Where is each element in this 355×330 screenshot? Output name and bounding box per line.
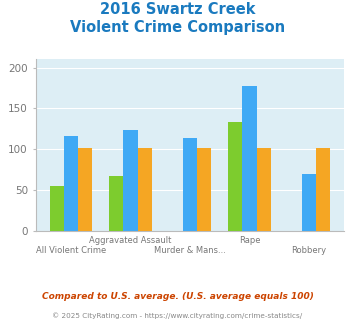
Text: © 2025 CityRating.com - https://www.cityrating.com/crime-statistics/: © 2025 CityRating.com - https://www.city… <box>53 312 302 318</box>
Text: All Violent Crime: All Violent Crime <box>36 246 106 255</box>
Bar <box>78 148 92 231</box>
Bar <box>123 130 138 231</box>
Text: Robbery: Robbery <box>291 246 327 255</box>
Bar <box>197 148 211 231</box>
Text: 2016 Swartz Creek: 2016 Swartz Creek <box>100 2 255 16</box>
Bar <box>109 176 123 231</box>
Bar <box>228 122 242 231</box>
Text: Murder & Mans...: Murder & Mans... <box>154 246 226 255</box>
Text: Aggravated Assault: Aggravated Assault <box>89 236 171 245</box>
Bar <box>302 174 316 231</box>
Bar <box>242 85 257 231</box>
Bar <box>50 186 64 231</box>
Bar <box>257 148 271 231</box>
Text: Violent Crime Comparison: Violent Crime Comparison <box>70 20 285 35</box>
Bar <box>316 148 330 231</box>
Text: Compared to U.S. average. (U.S. average equals 100): Compared to U.S. average. (U.S. average … <box>42 292 313 301</box>
Bar <box>138 148 152 231</box>
Bar <box>183 138 197 231</box>
Text: Rape: Rape <box>239 236 260 245</box>
Bar <box>64 136 78 231</box>
